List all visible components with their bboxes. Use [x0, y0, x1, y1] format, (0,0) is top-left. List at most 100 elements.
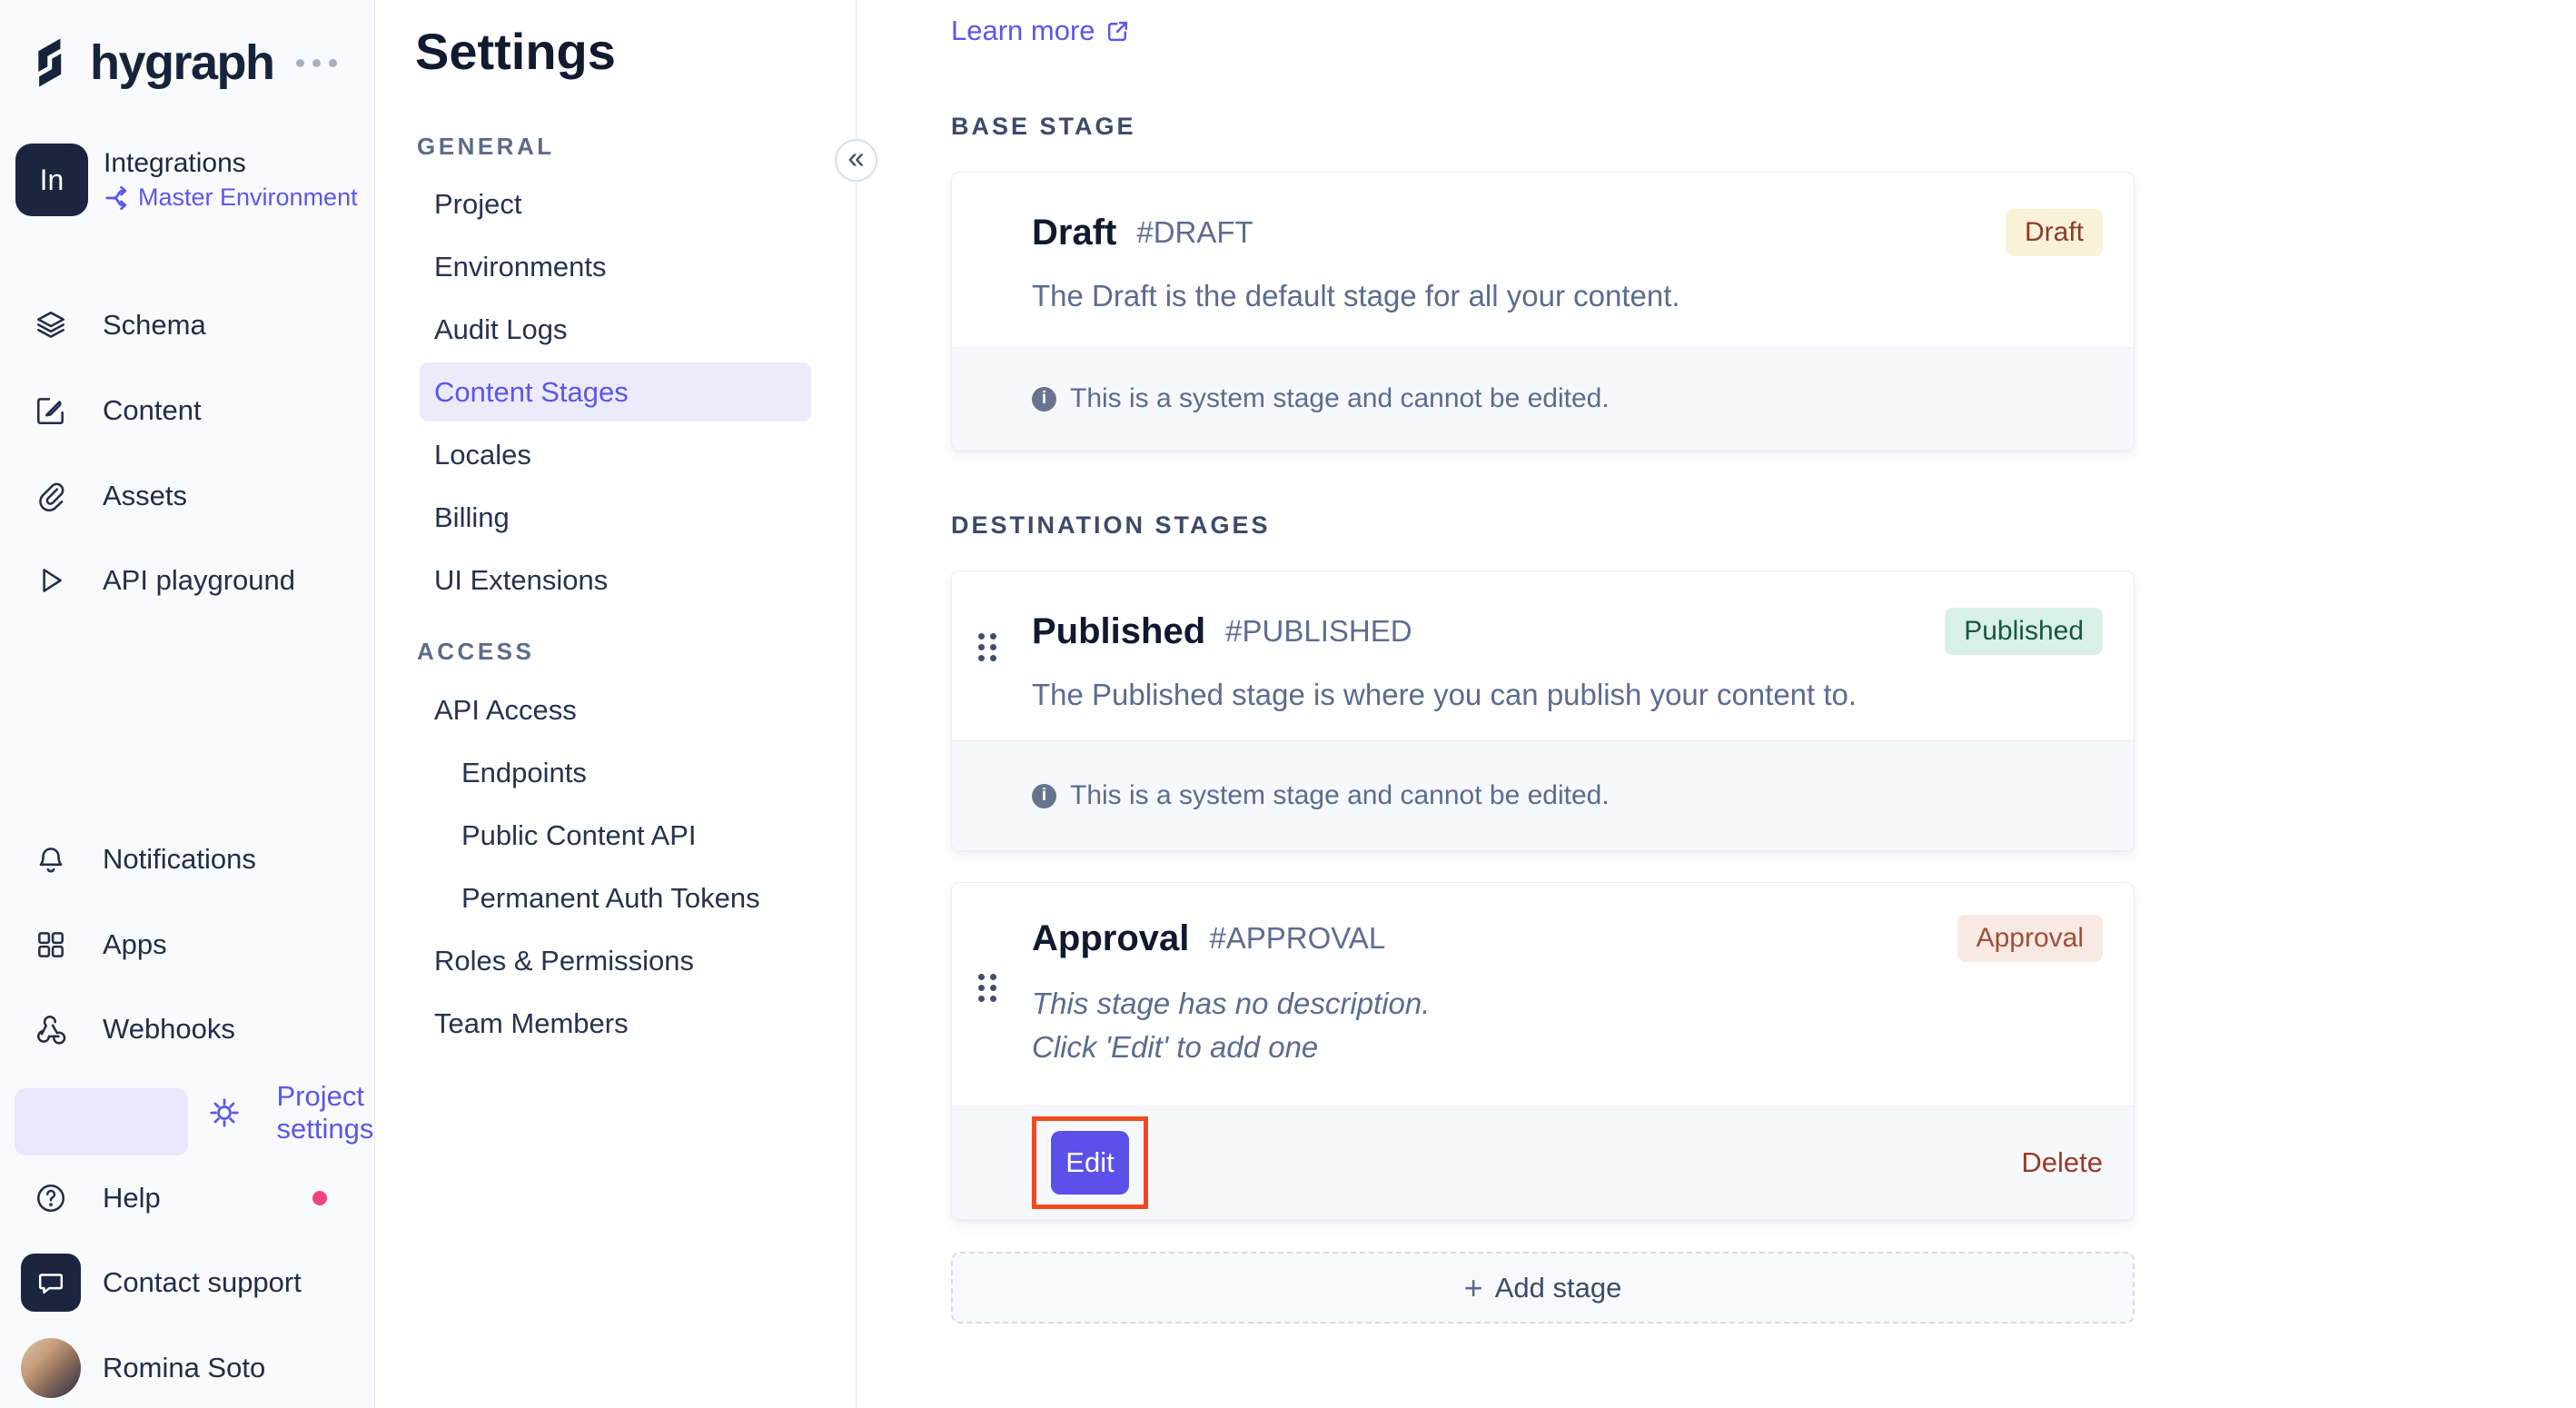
- destination-stages-section-label: DESTINATION STAGES: [951, 511, 1271, 539]
- stage-color-badge: Draft: [2005, 209, 2103, 256]
- info-icon: i: [1032, 386, 1056, 411]
- plus-icon: +: [1463, 1268, 1483, 1306]
- active-item-highlight: [15, 1088, 189, 1155]
- sidebar-item-label: Help: [103, 1182, 161, 1214]
- sidebar-item-api-playground[interactable]: API playground: [0, 538, 375, 623]
- sidebar-item-contact-support[interactable]: Contact support: [0, 1240, 375, 1325]
- settings-item-public-content-api[interactable]: Public Content API: [461, 818, 697, 851]
- stage-description: The Draft is the default stage for all y…: [1032, 279, 1680, 312]
- hygraph-logo-icon: [30, 37, 81, 88]
- sidebar-item-project-settings[interactable]: Project settings: [0, 1070, 375, 1155]
- settings-item-team-members[interactable]: Team Members: [434, 1006, 629, 1039]
- sidebar-item-assets[interactable]: Assets: [0, 453, 375, 539]
- settings-group-access: ACCESS: [417, 638, 535, 665]
- settings-access-list: API Access Endpoints Public Content API …: [375, 679, 857, 1055]
- edit-stage-button[interactable]: Edit: [1051, 1131, 1129, 1195]
- settings-item-billing[interactable]: Billing: [434, 501, 510, 533]
- stage-card-approval: Approval #APPROVAL Approval This stage h…: [951, 882, 2135, 1220]
- user-name: Romina Soto: [103, 1352, 266, 1383]
- settings-item-endpoints[interactable]: Endpoints: [461, 756, 587, 788]
- info-icon: i: [1032, 783, 1056, 808]
- branch-icon: [104, 185, 131, 211]
- sidebar-item-label: Schema: [103, 309, 206, 341]
- stage-name: Approval: [1032, 918, 1190, 958]
- settings-general-list: Project Environments Audit Logs Content …: [375, 173, 857, 611]
- grid-icon: [15, 927, 87, 962]
- stage-empty-description-line1: This stage has no description.: [1032, 987, 1431, 1020]
- collapse-panel-button[interactable]: «: [835, 139, 877, 182]
- sidebar-item-label: API playground: [103, 564, 295, 596]
- workspace-menu-dots-icon[interactable]: [295, 58, 337, 67]
- stage-name: Draft: [1032, 213, 1117, 253]
- system-stage-note: i This is a system stage and cannot be e…: [1032, 383, 1610, 414]
- bell-icon: [15, 842, 87, 877]
- sidebar-item-content[interactable]: Content: [0, 368, 375, 453]
- app-sidebar: hygraph In Integrations Master Env: [0, 0, 375, 1408]
- webhook-icon: [15, 1012, 87, 1046]
- layers-icon: [15, 308, 87, 342]
- external-link-icon: [1105, 18, 1131, 45]
- help-notification-dot: [312, 1191, 327, 1205]
- settings-panel: Settings GENERAL Project Environments Au…: [375, 0, 877, 1408]
- stage-color-badge: Approval: [1957, 915, 2103, 962]
- add-stage-button[interactable]: + Add stage: [951, 1252, 2135, 1324]
- sidebar-item-label: Apps: [103, 928, 167, 960]
- sidebar-item-notifications[interactable]: Notifications: [0, 817, 375, 902]
- settings-item-locales[interactable]: Locales: [434, 438, 531, 471]
- drag-handle-icon[interactable]: [978, 633, 996, 661]
- stage-empty-description-line2: Click 'Edit' to add one: [1032, 1030, 1319, 1064]
- sidebar-item-label: Webhooks: [103, 1013, 235, 1045]
- sidebar-item-help[interactable]: Help: [0, 1155, 375, 1241]
- sidebar-item-label: Assets: [103, 480, 188, 511]
- content-stages-page: Learn more BASE STAGE Draft #DRAFT Draft…: [857, 0, 2576, 1408]
- settings-item-ui-extensions[interactable]: UI Extensions: [434, 563, 609, 596]
- sidebar-item-schema[interactable]: Schema: [0, 283, 375, 368]
- edit-square-icon: [15, 393, 87, 428]
- system-stage-note: i This is a system stage and cannot be e…: [1032, 780, 1610, 811]
- sidebar-item-webhooks[interactable]: Webhooks: [0, 987, 375, 1072]
- settings-group-general: GENERAL: [417, 133, 555, 160]
- stage-card-draft: Draft #DRAFT Draft The Draft is the defa…: [951, 172, 2135, 451]
- help-circle-icon: [15, 1181, 87, 1215]
- sidebar-item-label: Contact support: [103, 1266, 302, 1298]
- settings-item-permanent-auth-tokens[interactable]: Permanent Auth Tokens: [461, 881, 760, 914]
- stage-color-badge: Published: [1945, 608, 2103, 655]
- stage-card-published: Published #PUBLISHED Published The Publi…: [951, 570, 2135, 851]
- stage-api-id: #DRAFT: [1136, 215, 1253, 249]
- stage-description: The Published stage is where you can pub…: [1032, 678, 1858, 711]
- environment-switcher[interactable]: Master Environment: [104, 183, 358, 212]
- drag-handle-icon[interactable]: [978, 974, 996, 1002]
- delete-stage-button[interactable]: Delete: [2021, 1146, 2103, 1178]
- project-switcher[interactable]: In Integrations Master Environment: [15, 144, 358, 216]
- sidebar-item-apps[interactable]: Apps: [0, 902, 375, 987]
- chevron-double-left-icon: «: [847, 140, 865, 174]
- chat-bubble-icon: [21, 1254, 81, 1312]
- stage-api-id: #APPROVAL: [1209, 921, 1386, 955]
- settings-item-api-access[interactable]: API Access: [434, 693, 577, 726]
- brand-name: hygraph: [90, 35, 275, 90]
- settings-item-audit-logs[interactable]: Audit Logs: [434, 312, 568, 345]
- stage-api-id: #PUBLISHED: [1225, 614, 1412, 648]
- settings-item-content-stages[interactable]: Content Stages: [375, 361, 857, 423]
- project-name: Integrations: [104, 148, 246, 178]
- environment-name: Master Environment: [138, 183, 358, 211]
- brand-logo: hygraph: [30, 35, 337, 91]
- sidebar-item-user-account[interactable]: Romina Soto: [0, 1325, 375, 1408]
- sidebar-item-label: Notifications: [103, 843, 256, 875]
- gear-icon: [188, 1096, 261, 1130]
- settings-item-project[interactable]: Project: [434, 187, 522, 220]
- learn-more-link[interactable]: Learn more: [951, 15, 1131, 47]
- active-item-highlight: [420, 362, 811, 421]
- play-icon: [15, 563, 87, 598]
- base-stage-section-label: BASE STAGE: [951, 113, 1136, 140]
- annotation-highlight-box: Edit: [1032, 1116, 1148, 1209]
- stage-name: Published: [1032, 611, 1206, 651]
- sidebar-item-label: Content: [103, 394, 202, 426]
- project-avatar: In: [15, 144, 88, 216]
- settings-item-roles-permissions[interactable]: Roles & Permissions: [434, 944, 694, 977]
- settings-item-environments[interactable]: Environments: [434, 250, 607, 283]
- user-avatar: [21, 1338, 81, 1398]
- paperclip-icon: [15, 479, 87, 513]
- sidebar-item-label: Project settings: [276, 1080, 374, 1145]
